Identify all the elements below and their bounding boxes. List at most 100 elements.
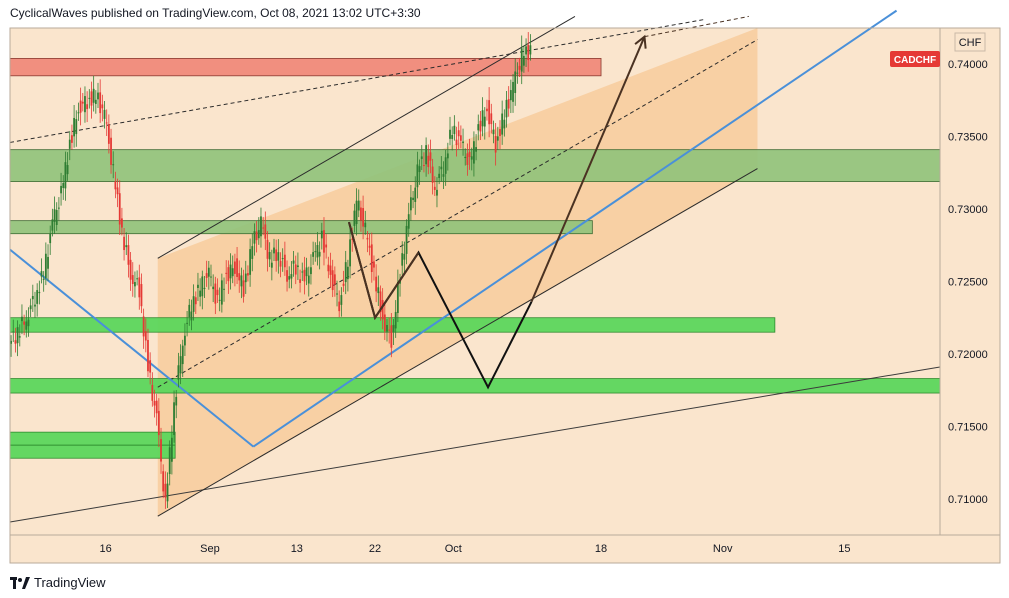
candle-body (21, 316, 23, 322)
candle-body (138, 277, 141, 298)
channel-upper-line (157, 15, 576, 259)
projection-zigzag-brown (348, 221, 420, 321)
candle-body (88, 97, 91, 99)
candle-body (144, 331, 147, 341)
y-tick-label: 0.72500 (948, 277, 988, 289)
blue-down-line (9, 248, 254, 448)
candle-body (496, 136, 499, 141)
y-tick-label: 0.71000 (948, 494, 988, 506)
ticker-label: CADCHF (894, 55, 936, 66)
x-tick-label: 16 (99, 543, 111, 555)
candle-body (516, 72, 519, 74)
candle-body (340, 295, 343, 305)
candle-body (320, 230, 323, 239)
currency-box (954, 32, 986, 52)
candle-body (238, 273, 241, 281)
channel-lower-line (157, 168, 758, 517)
candle-body (49, 233, 52, 244)
x-tick-label: 22 (369, 543, 381, 555)
candle-body (64, 162, 67, 189)
candle-body (525, 46, 527, 55)
candle-body (394, 312, 397, 329)
candle-body (142, 316, 145, 337)
candle-body (181, 345, 184, 365)
candle-body (297, 265, 299, 268)
candle-body (477, 124, 480, 131)
candle-body (529, 45, 532, 55)
y-tick-label: 0.73000 (948, 204, 988, 216)
candle-body (57, 207, 60, 209)
candle-body (257, 230, 260, 239)
candle-body (277, 252, 280, 261)
candle-body (244, 273, 247, 283)
ticker-badge (890, 51, 940, 67)
time-axis-panel[interactable] (10, 535, 1000, 563)
candle-body (281, 258, 284, 260)
candle-body (255, 231, 258, 241)
candle-body (312, 252, 315, 257)
candle-body (29, 305, 32, 310)
candle-body (444, 157, 447, 174)
candle-body (518, 65, 521, 70)
candle-body (327, 264, 330, 272)
candle-body (377, 287, 380, 294)
candle-body (110, 137, 112, 165)
candle-body (77, 112, 80, 114)
projection-arrowhead (634, 34, 647, 49)
candle-body (294, 264, 297, 275)
candle-body (488, 100, 491, 125)
candle-body (527, 44, 530, 61)
candle-body (409, 197, 412, 211)
candle-body (134, 282, 136, 287)
price-axis-panel[interactable] (940, 28, 1000, 535)
candle-body (223, 288, 225, 290)
candle-body (425, 145, 428, 165)
candle-body (253, 231, 256, 244)
candle-body (503, 119, 506, 129)
chart-layer-lines (9, 9, 941, 523)
candle-body (288, 276, 291, 280)
candle-body (127, 245, 130, 265)
y-tick-label: 0.73500 (948, 132, 988, 144)
zone-support-light-5 (9, 431, 176, 446)
candle-body (383, 314, 386, 332)
candle-body (440, 166, 443, 170)
candle-body (153, 400, 156, 406)
candle-body (179, 356, 182, 374)
candle-body (329, 265, 332, 275)
candle-body (240, 275, 243, 287)
candle-body (16, 327, 19, 344)
candle-body (470, 156, 473, 160)
candle-body (325, 244, 328, 248)
candle-body (466, 153, 469, 165)
y-tick-label: 0.71500 (948, 421, 988, 433)
candle-body (73, 117, 76, 137)
candle-body (107, 124, 110, 144)
candle-body (105, 122, 108, 124)
candle-body (266, 239, 269, 259)
candle-body (451, 135, 454, 139)
candle-body (433, 186, 436, 190)
candle-body (220, 280, 223, 305)
x-tick-label: Sep (200, 543, 220, 555)
candle-body (155, 400, 158, 414)
candle-body (449, 129, 451, 139)
candle-body (160, 439, 162, 462)
candle-body (360, 207, 362, 221)
candle-body (34, 304, 36, 307)
candle-body (225, 272, 228, 274)
candle-body (473, 141, 475, 164)
candle-body (303, 269, 306, 282)
candle-body (405, 225, 408, 254)
candle-body (175, 396, 178, 406)
candle-body (123, 236, 125, 251)
x-tick-label: 18 (595, 543, 607, 555)
candle-body (147, 339, 149, 372)
chart-layer-zones (9, 58, 941, 459)
y-tick-label: 0.72000 (948, 349, 988, 361)
candle-body (81, 101, 84, 104)
candle-body (207, 267, 210, 277)
candle-body (23, 321, 26, 325)
y-tick-labels: 0.74000 0.73500 0.73000 0.72500 0.72000 0.715… (948, 59, 988, 506)
